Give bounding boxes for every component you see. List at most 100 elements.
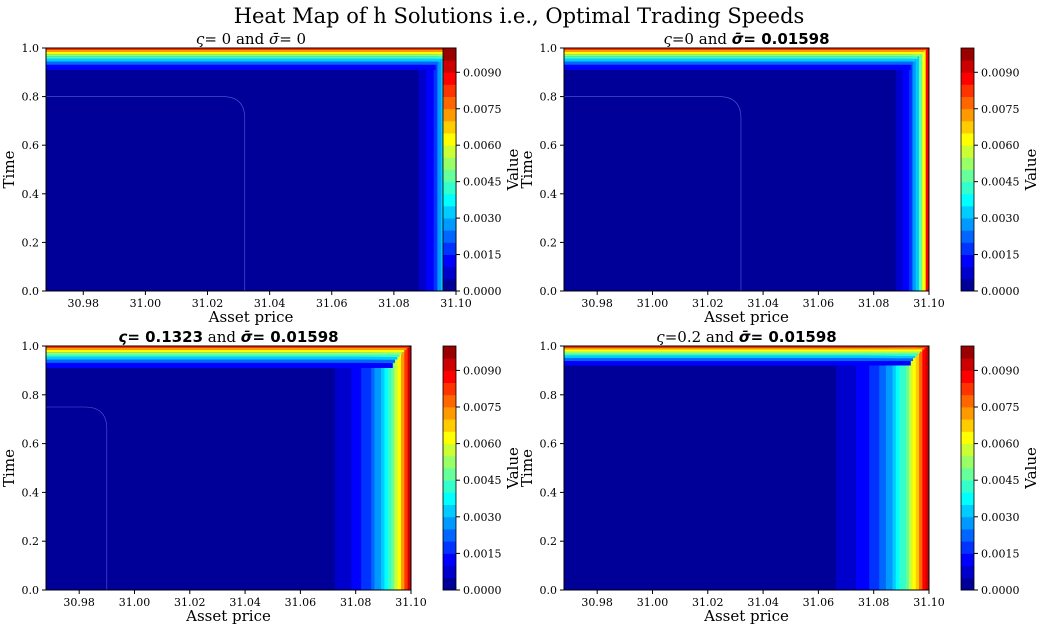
y-tick-label: 0.0 (22, 285, 40, 298)
contour-band (258, 48, 263, 291)
contour-band (766, 48, 771, 291)
contour-band (909, 48, 914, 291)
contour-band (324, 346, 329, 590)
heatmap-panel-4: 30.98 31.00 31.02 31.04 31.06 31.08 31.10 0.0 0.… (518, 328, 1038, 624)
contour-band (802, 346, 807, 590)
contour-band (422, 48, 427, 291)
contour-band (277, 48, 282, 291)
contour-band (925, 48, 929, 291)
contour-band (278, 346, 283, 590)
contour-band (703, 346, 708, 590)
colorbar-level (961, 407, 974, 420)
contour-band (819, 346, 824, 590)
contour-band (832, 346, 837, 590)
contour-band (340, 48, 345, 291)
colorbar-level (443, 48, 456, 61)
contour-band (145, 346, 150, 590)
contour-band (895, 48, 900, 291)
x-tick-label: 30.98 (68, 297, 100, 310)
contour-band (729, 346, 734, 590)
colorbar-level (443, 254, 456, 268)
x-tick-label: 30.98 (581, 297, 613, 310)
colorbar-level (443, 218, 456, 231)
contour-band (46, 362, 393, 368)
contour-band (759, 48, 764, 291)
heatmap-field (46, 48, 456, 291)
panel-title: ς=0 and σ̄= 0.01598 (663, 30, 829, 48)
contour-band (208, 346, 213, 590)
contour-band (789, 48, 794, 291)
heatmap-panel-3: 30.98 31.00 31.02 31.04 31.06 31.08 31.10 0.0 0.… (0, 328, 522, 624)
contour-band (749, 48, 754, 291)
contour-band (564, 351, 920, 354)
x-tick-label: 31.06 (285, 596, 317, 609)
contour-band (872, 48, 877, 291)
contour-band (816, 346, 821, 590)
contour-band (756, 346, 761, 590)
contour-band (564, 56, 918, 59)
colorbar-level (443, 169, 456, 183)
colorbar-tick-label: 0.0045 (463, 474, 502, 487)
colorbar-level (443, 266, 456, 280)
heatmap-field (46, 346, 411, 590)
colorbar-tick-label: 0.0000 (981, 584, 1020, 597)
contour-band (643, 346, 648, 590)
x-tick-label: 31.04 (254, 297, 286, 310)
colorbar-level (443, 346, 456, 359)
colorbar-level (961, 346, 974, 359)
contour-band (341, 346, 346, 590)
contour-band (676, 346, 681, 590)
contour-band (882, 346, 887, 590)
y-tick-label: 0.4 (540, 486, 558, 499)
contour-band (404, 346, 409, 590)
contour-band (726, 346, 731, 590)
contour-band (836, 48, 841, 291)
contour-band (683, 346, 688, 590)
contour-band (759, 346, 764, 590)
contour-band (400, 48, 405, 291)
y-tick-label: 0.0 (540, 285, 558, 298)
contour-band (355, 48, 360, 291)
x-tick-label: 31.10 (913, 297, 945, 310)
contour-band (773, 48, 777, 291)
colorbar-level (961, 529, 974, 542)
x-tick-label: 31.10 (913, 596, 945, 609)
x-tick-label: 31.06 (316, 297, 348, 310)
colorbar-level (443, 577, 456, 591)
colorbar-tick-label: 0.0060 (981, 139, 1020, 152)
contour-band (321, 346, 326, 590)
x-tick-label: 31.02 (174, 596, 206, 609)
colorbar-level (961, 394, 974, 408)
contour-band (673, 346, 678, 590)
contour-band (879, 346, 884, 590)
colorbar-tick-label: 0.0030 (981, 212, 1020, 225)
colorbar-level (443, 504, 456, 518)
contour-band (862, 48, 867, 291)
contour-band (178, 346, 183, 590)
x-axis-label: Asset price (703, 607, 789, 624)
y-tick-label: 0.4 (540, 188, 558, 201)
contour-band (739, 346, 744, 590)
contour-band (381, 48, 386, 291)
contour-band (564, 51, 923, 55)
contour-band (247, 48, 252, 291)
contour-band (192, 346, 196, 590)
contour-band (912, 346, 917, 590)
contour-band (640, 346, 645, 590)
colorbar-tick-label: 0.0015 (463, 249, 502, 262)
contour-band (294, 346, 299, 590)
contour-band (241, 346, 246, 590)
contour-band (273, 48, 278, 291)
contour-band (779, 346, 784, 590)
contour-band (846, 48, 850, 291)
colorbar-level (443, 278, 456, 292)
colorbar-level (961, 468, 974, 481)
contour-band (723, 346, 728, 590)
contour-band (637, 346, 641, 590)
contour-band (892, 346, 897, 590)
contour-band (46, 347, 407, 351)
contour-band (46, 354, 400, 357)
contour-band (872, 346, 877, 590)
contour-band (265, 48, 271, 291)
